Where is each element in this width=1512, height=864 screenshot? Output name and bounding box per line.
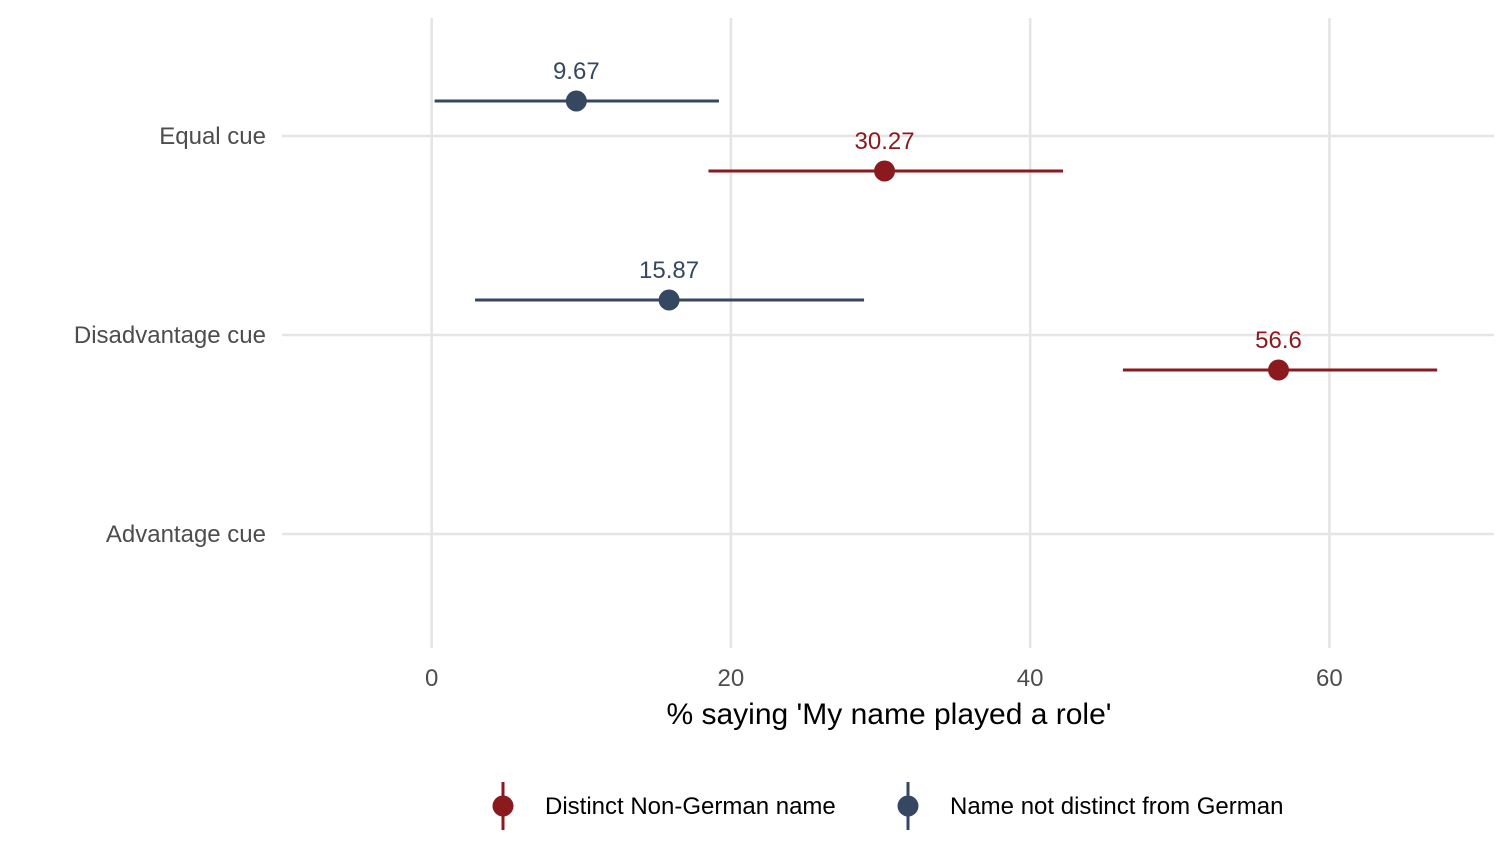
legend-label: Name not distinct from German [950, 793, 1283, 820]
legend: Distinct Non-German name Name not distinc… [492, 782, 1283, 830]
data-label: 30.27 [855, 128, 915, 155]
data-point [565, 90, 587, 112]
x-axis: 0 20 40 60 [425, 665, 1343, 692]
data-label: 9.67 [553, 58, 600, 85]
data-label: 56.6 [1255, 327, 1302, 354]
legend-label: Distinct Non-German name [545, 793, 836, 820]
x-tick-label: 0 [425, 665, 438, 692]
x-tick-label: 20 [718, 665, 745, 692]
legend-key-point [897, 795, 919, 817]
y-axis: Equal cue Disadvantage cue Advantage cue [74, 123, 266, 548]
series-marks: 30.27 56.6 9.67 15.87 [434, 58, 1438, 381]
x-tick-label: 60 [1316, 665, 1343, 692]
legend-key-point [492, 795, 514, 817]
data-point [1268, 359, 1290, 381]
y-tick-label: Advantage cue [106, 521, 266, 548]
data-label: 15.87 [639, 257, 699, 284]
grid-lines [282, 18, 1494, 648]
x-tick-label: 40 [1017, 665, 1044, 692]
y-tick-label: Equal cue [159, 123, 266, 150]
data-point [658, 289, 680, 311]
y-tick-label: Disadvantage cue [74, 322, 266, 349]
x-axis-title: % saying 'My name played a role' [666, 698, 1111, 731]
data-point [874, 160, 896, 182]
